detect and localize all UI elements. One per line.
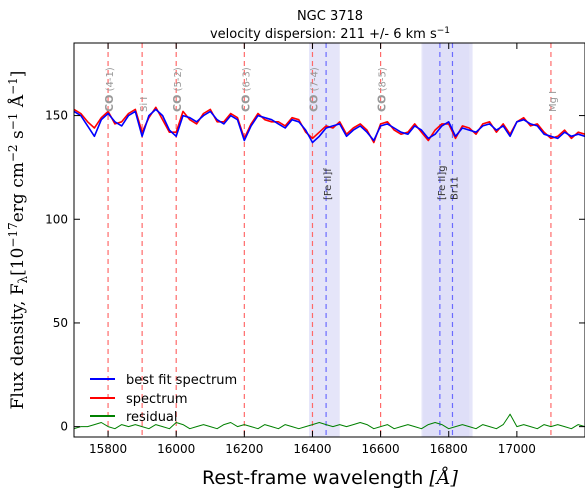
line-markers <box>107 43 552 437</box>
x-tick-label-4: 16600 <box>362 442 400 456</box>
legend-label-best-fit: best fit spectrum <box>126 373 237 388</box>
y-axis-exponent-4: −1 <box>6 77 20 95</box>
stellar-line-label-main-4: CO <box>307 95 320 112</box>
stellar-line-label-5: CO (8-5) <box>376 67 389 112</box>
legend: best fit spectrum spectrum residual <box>90 373 237 425</box>
chart-title: NGC 3718 <box>297 9 363 24</box>
x-axis: 15800 16000 16200 16400 16600 16800 17000 <box>89 43 536 456</box>
stellar-line-label-main-2: CO <box>171 95 184 112</box>
y-axis-exponent-1: −17 <box>6 222 20 247</box>
x-axis-unit: [Å] <box>429 467 458 489</box>
stellar-line-label-main-3: CO <box>239 95 252 112</box>
stellar-line-label-4: CO (7-4) <box>307 67 320 112</box>
series-residual <box>73 413 585 430</box>
stellar-line-label-extra-0: (4-1) <box>105 67 116 94</box>
x-tick-label-6: 17000 <box>498 442 536 456</box>
stellar-line-label-extra-3: (6-3) <box>241 67 252 94</box>
x-tick-label-3: 16400 <box>293 442 331 456</box>
y-axis-exponent-3: −1 <box>6 113 20 131</box>
x-tick-label-0: 15800 <box>89 442 127 456</box>
y-axis: 0 50 100 150 <box>45 109 585 434</box>
y-axis-unit-2: erg cm <box>8 162 28 222</box>
stellar-line-label-main-5: CO <box>376 95 389 112</box>
stellar-line-label-main-1: Si I <box>139 97 150 112</box>
y-axis-unit-end: ] <box>8 71 28 78</box>
subtitle-text: velocity dispersion: 211 +/- 6 km s <box>210 27 437 42</box>
subtitle-exponent: −1 <box>437 26 450 36</box>
x-axis-label-text: Rest-frame wavelength <box>202 467 423 489</box>
stellar-line-label-6: Mg I <box>548 91 559 112</box>
y-tick-label-2: 100 <box>45 212 68 226</box>
stellar-line-label-2: CO (5-2) <box>171 67 184 112</box>
stellar-line-label-extra-4: (7-4) <box>309 67 320 94</box>
x-tick-label-2: 16200 <box>225 442 263 456</box>
gas-line-bands <box>309 43 473 437</box>
y-axis-unit-3: s <box>8 130 28 144</box>
stellar-line-label-3: CO (6-3) <box>239 67 252 112</box>
series-best-fit <box>73 108 585 144</box>
y-tick-label-3: 150 <box>45 109 68 123</box>
y-axis-exponent-2: −2 <box>6 144 20 162</box>
gas-line-label-1: [Fe II]g <box>437 165 448 200</box>
chart-subtitle: velocity dispersion: 211 +/- 6 km s−1 <box>210 26 450 42</box>
series-layer <box>73 106 585 430</box>
gas-band-2 <box>423 43 470 437</box>
x-tick-label-1: 16000 <box>157 442 195 456</box>
y-tick-label-1: 50 <box>53 316 68 330</box>
x-axis-label: Rest-frame wavelength [Å] <box>202 467 458 489</box>
legend-label-residual: residual <box>126 410 178 425</box>
legend-label-spectrum: spectrum <box>126 392 188 407</box>
y-axis-unit-1: [10 <box>8 248 28 276</box>
stellar-line-label-extra-5: (8-5) <box>378 67 389 94</box>
y-axis-subscript: λ <box>16 275 30 283</box>
gas-band-0 <box>309 43 340 437</box>
y-axis-label: Flux density, Fλ[10−17erg cm−2 s−1 Å−1] <box>6 71 30 410</box>
y-axis-label-text: Flux density, F <box>8 283 28 409</box>
gas-line-label-0: [Fe II]f <box>323 168 334 200</box>
y-axis-unit-4: Å <box>7 94 28 112</box>
y-tick-label-0: 0 <box>60 420 68 434</box>
stellar-line-label-0: CO (4-1) <box>103 67 116 112</box>
line-labels: CO (4-1)Si I CO (5-2)CO (6-3)CO (7-4)CO (… <box>103 67 559 200</box>
stellar-line-label-1: Si I <box>139 97 150 112</box>
stellar-line-label-main-0: CO <box>103 95 116 112</box>
plot-frame <box>73 42 585 438</box>
stellar-line-label-extra-2: (5-2) <box>173 67 184 94</box>
x-tick-label-5: 16800 <box>430 442 468 456</box>
gas-line-label-2: Br11 <box>449 176 460 200</box>
stellar-line-label-main-6: Mg I <box>548 91 559 112</box>
